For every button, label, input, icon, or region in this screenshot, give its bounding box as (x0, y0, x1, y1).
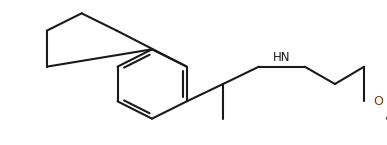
Text: HN: HN (273, 51, 290, 64)
Text: O: O (373, 95, 383, 108)
